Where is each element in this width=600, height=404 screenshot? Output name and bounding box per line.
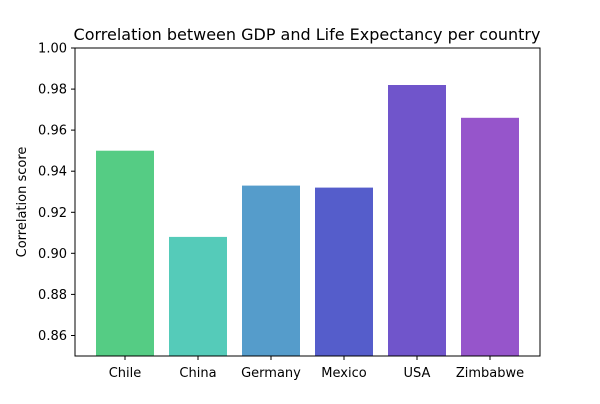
y-tick-label: 0.86	[38, 329, 67, 344]
y-tick-label: 0.88	[38, 288, 67, 303]
y-tick-label: 0.96	[38, 124, 67, 139]
bars-group	[96, 85, 519, 356]
x-tick-label-zimbabwe: Zimbabwe	[456, 366, 524, 381]
x-tick-label-mexico: Mexico	[321, 366, 366, 381]
x-tick-label-usa: USA	[404, 366, 431, 381]
bar-chile	[96, 150, 154, 356]
x-tick-label-germany: Germany	[241, 366, 301, 381]
y-tick-label: 0.98	[38, 83, 67, 98]
y-tick-label: 0.94	[38, 165, 67, 180]
x-axis: Chile China Germany Mexico USA Zimbabwe	[109, 356, 524, 381]
y-axis: 0.86 0.88 0.90 0.92 0.94 0.96 0.98 1.00	[38, 42, 75, 344]
x-tick-label-china: China	[179, 366, 216, 381]
x-tick-label-chile: Chile	[109, 366, 142, 381]
y-axis-label: Correlation score	[15, 147, 30, 258]
bar-germany	[242, 185, 300, 356]
y-tick-label: 1.00	[38, 42, 67, 57]
bar-china	[169, 236, 227, 356]
bar-usa	[388, 85, 446, 356]
bar-zimbabwe	[461, 117, 519, 356]
bar-mexico	[315, 187, 373, 356]
plot-area-frame	[74, 47, 541, 357]
y-tick-label: 0.90	[38, 247, 67, 262]
y-tick-label: 0.92	[38, 206, 67, 221]
chart-title: Correlation between GDP and Life Expecta…	[74, 25, 541, 44]
